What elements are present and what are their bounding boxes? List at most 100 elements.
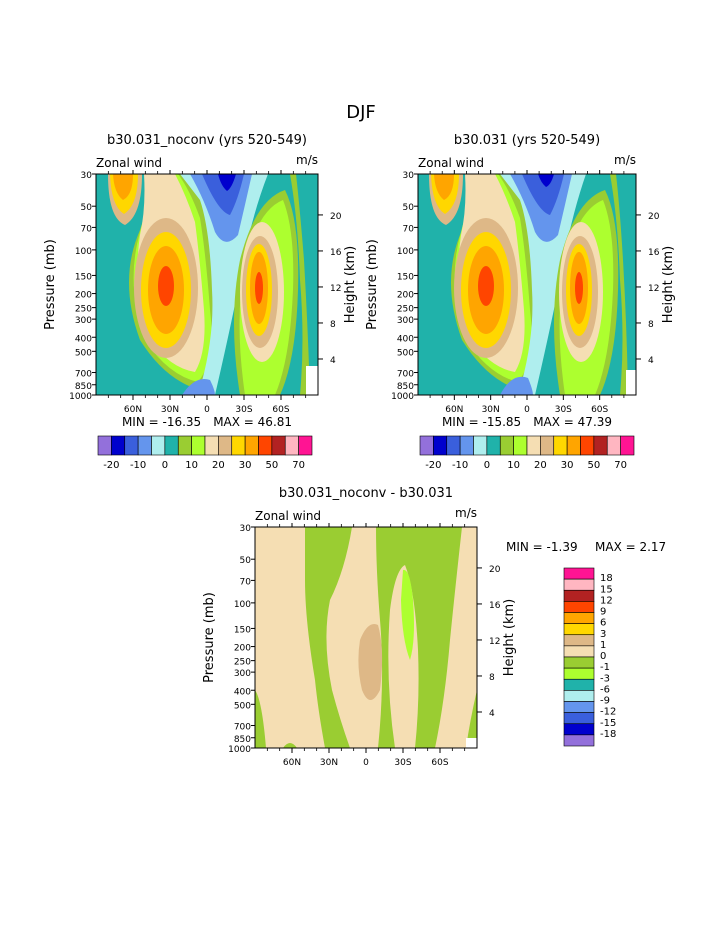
colorbar-label: 9 <box>600 607 606 618</box>
panel-b-max: MAX = 47.39 <box>533 415 612 429</box>
contour-fill <box>113 174 133 200</box>
colorbar-swatch <box>419 435 434 456</box>
colorbar-swatch <box>563 578 595 591</box>
colorbar-swatch <box>446 435 461 456</box>
x-tick-label: 60N <box>283 758 301 768</box>
colorbar-swatch <box>620 435 635 456</box>
contour-fill <box>202 174 244 215</box>
colorbar-swatch <box>151 435 166 456</box>
y-tick-label: 250 <box>234 658 251 668</box>
y-tick-label: 1000 <box>391 392 414 402</box>
y-axis-right-title: Height (km) <box>343 246 358 323</box>
y-tick-label: 70 <box>403 224 415 234</box>
y-tick-label: 850 <box>75 382 92 392</box>
y-tick-label: 30 <box>240 524 252 534</box>
y-tick-label: 30 <box>81 171 93 181</box>
x-tick-label: 60S <box>431 758 448 768</box>
panel-a-minmax: MIN = -16.35 MAX = 46.81 <box>122 415 292 429</box>
colorbar-label: -20 <box>103 460 119 471</box>
y-tick-label: 700 <box>397 370 414 380</box>
x-tick-label: 0 <box>524 405 530 415</box>
colorbar-label: -10 <box>130 460 146 471</box>
colorbar-label: 50 <box>266 460 279 471</box>
colorbar-swatch <box>563 734 595 747</box>
y-tick-label: 700 <box>75 370 92 380</box>
colorbar-swatch <box>137 435 152 456</box>
panel-c-title: b30.031_noconv - b30.031 <box>279 486 453 501</box>
contour-fill <box>255 272 263 304</box>
contour-fill <box>305 527 352 748</box>
y-tick-label: 100 <box>75 247 92 257</box>
contour-fill <box>575 272 583 304</box>
colorbar-swatch <box>298 435 313 456</box>
colorbar-label: -18 <box>600 729 616 740</box>
colorbar-swatch <box>563 645 595 658</box>
contour-fill <box>158 266 174 306</box>
panel-b-plot-area <box>418 174 636 395</box>
colorbar-label: 0 <box>600 651 606 662</box>
y-tick-label: 700 <box>234 723 251 733</box>
height-tick-label: 12 <box>489 637 500 647</box>
colorbar-swatch <box>606 435 621 456</box>
contour-fill <box>500 174 586 395</box>
height-tick-label: 12 <box>330 284 341 294</box>
y-tick-label: 850 <box>234 735 251 745</box>
colorbar-swatch <box>218 435 233 456</box>
colorbar-swatch <box>526 435 541 456</box>
panel-b-colorbar: -20 -10 0 10 20 30 50 70 <box>419 435 635 471</box>
y-tick-label: 100 <box>234 600 251 610</box>
panel-a-plot-area <box>96 174 318 395</box>
contour-fill <box>466 690 477 748</box>
y-tick-label: 150 <box>75 272 92 282</box>
colorbar-swatch <box>97 435 112 456</box>
colorbar-swatch <box>473 435 488 456</box>
y-tick-label: 200 <box>234 644 251 654</box>
colorbar-swatch <box>459 435 474 456</box>
colorbar-label: 18 <box>600 573 613 584</box>
x-tick-label: 60S <box>272 405 289 415</box>
colorbar-label: 70 <box>292 460 305 471</box>
colorbar-label: -9 <box>600 696 610 707</box>
missing-data <box>306 366 318 395</box>
colorbar-label: 30 <box>239 460 252 471</box>
y-tick-label: 300 <box>234 669 251 679</box>
y-tick-label: 300 <box>75 316 92 326</box>
height-tick-label: 12 <box>648 284 659 294</box>
height-tick-label: 8 <box>648 320 654 330</box>
colorbar-label: 10 <box>185 460 198 471</box>
colorbar-swatch <box>563 623 595 636</box>
colorbar-swatch <box>563 690 595 702</box>
x-tick-label: 0 <box>204 405 210 415</box>
colorbar-swatch <box>563 601 595 613</box>
colorbar-swatch <box>204 435 219 456</box>
panel-a-min: MIN = -16.35 <box>122 415 201 429</box>
colorbar-swatch <box>124 435 139 456</box>
colorbar-swatch <box>566 435 581 456</box>
height-tick-label: 20 <box>648 212 660 222</box>
y-axis-right-title: Height (km) <box>502 599 517 676</box>
colorbar-swatch <box>231 435 246 456</box>
colorbar-swatch <box>563 567 595 580</box>
colorbar-label: -15 <box>600 718 616 729</box>
y-axis-right-title: Height (km) <box>661 246 676 323</box>
colorbar-swatch <box>164 435 179 456</box>
colorbar-swatch <box>258 435 273 456</box>
x-tick-label: 30S <box>394 758 411 768</box>
y-axis-title: Pressure (mb) <box>43 239 58 330</box>
panel-a-subtitle-left: Zonal wind <box>96 156 162 170</box>
colorbar-label: 20 <box>212 460 225 471</box>
y-tick-label: 200 <box>397 291 414 301</box>
x-tick-label: 30S <box>235 405 252 415</box>
height-tick-label: 4 <box>489 709 495 719</box>
panel-c-axes: 305070100150200250300400500700850100060N… <box>202 523 517 768</box>
y-tick-label: 150 <box>397 272 414 282</box>
height-tick-label: 4 <box>330 356 336 366</box>
colorbar-swatch <box>433 435 448 456</box>
y-tick-label: 400 <box>75 334 92 344</box>
colorbar-label: -6 <box>600 684 610 695</box>
contour-fill <box>96 174 200 395</box>
panel-b-units: m/s <box>614 153 636 167</box>
colorbar-swatch <box>563 612 595 624</box>
